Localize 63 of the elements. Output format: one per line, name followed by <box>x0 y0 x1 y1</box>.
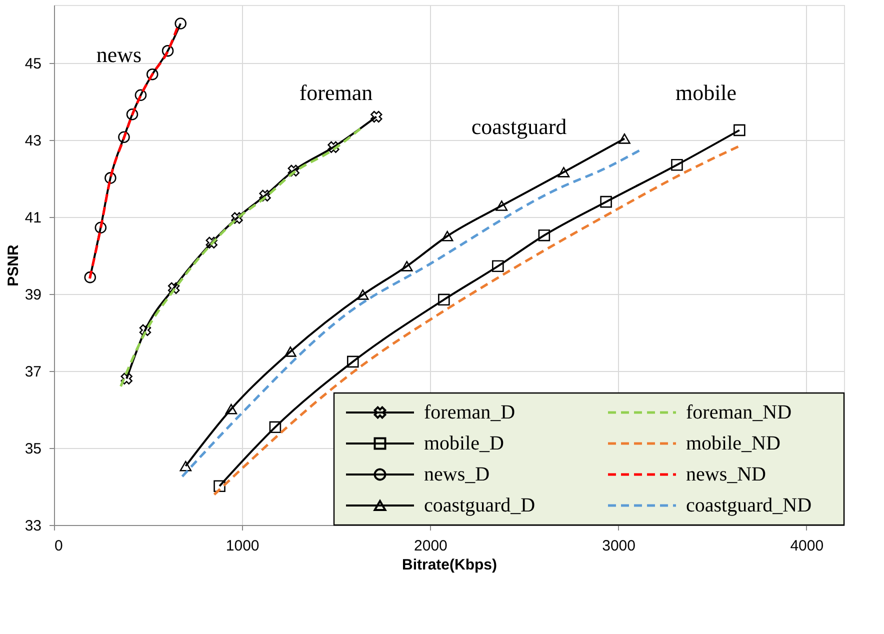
legend-label: mobile_D <box>424 432 504 454</box>
y-axis-title: PSNR <box>4 244 22 286</box>
point <box>180 460 192 472</box>
y-tick-label: 41 <box>24 209 42 226</box>
point <box>139 324 152 336</box>
legend-label: mobile_ND <box>686 432 780 454</box>
x-tick-label: 2000 <box>414 538 448 554</box>
point <box>734 124 746 136</box>
annotation: coastguard <box>471 114 567 139</box>
point <box>558 166 570 178</box>
point <box>288 164 300 176</box>
point <box>492 260 504 272</box>
point <box>174 18 186 30</box>
point <box>134 89 147 102</box>
point <box>259 190 271 202</box>
point <box>146 68 158 80</box>
point <box>269 421 282 434</box>
point <box>120 372 132 384</box>
legend-label: foreman_D <box>424 402 516 424</box>
annotation: news <box>96 42 142 67</box>
point <box>225 404 238 414</box>
line-series <box>88 26 178 280</box>
y-tick-label: 37 <box>24 363 42 380</box>
point <box>206 236 218 248</box>
point <box>370 110 382 123</box>
point <box>496 200 508 211</box>
point <box>104 172 116 184</box>
y-tick-label: 39 <box>24 286 42 304</box>
point <box>231 212 243 224</box>
point <box>328 141 340 153</box>
y-tick-label: 33 <box>24 518 42 534</box>
point <box>126 108 138 120</box>
point <box>356 289 369 300</box>
point <box>346 356 359 368</box>
x-tick-label: 0 <box>54 538 63 554</box>
x-tick-label: 4000 <box>790 538 824 554</box>
point <box>600 196 612 208</box>
point <box>168 282 180 294</box>
legend-label: foreman_ND <box>686 402 792 424</box>
point <box>94 222 107 234</box>
legend-label: news_ND <box>686 464 766 486</box>
legend-label: news_D <box>424 464 490 486</box>
y-tick-label: 45 <box>24 55 42 72</box>
y-tick-label: 43 <box>24 132 42 150</box>
legend-label: coastguard_D <box>424 494 536 516</box>
legend-label: coastguard_ND <box>686 494 812 516</box>
point <box>84 271 96 284</box>
point <box>618 133 630 144</box>
x-tick-label: 1000 <box>226 538 260 554</box>
point <box>441 230 454 242</box>
x-axis-title: Bitrate(Kbps) <box>402 556 498 574</box>
point <box>671 158 683 171</box>
point <box>118 131 130 143</box>
annotation: mobile <box>675 80 737 105</box>
point <box>284 346 296 357</box>
point <box>400 260 413 272</box>
point <box>538 229 550 242</box>
y-tick-label: 35 <box>24 440 42 458</box>
x-tick-label: 3000 <box>602 538 636 554</box>
annotation: foreman <box>299 80 373 105</box>
point <box>162 44 174 57</box>
point <box>214 480 226 492</box>
point <box>438 294 450 306</box>
